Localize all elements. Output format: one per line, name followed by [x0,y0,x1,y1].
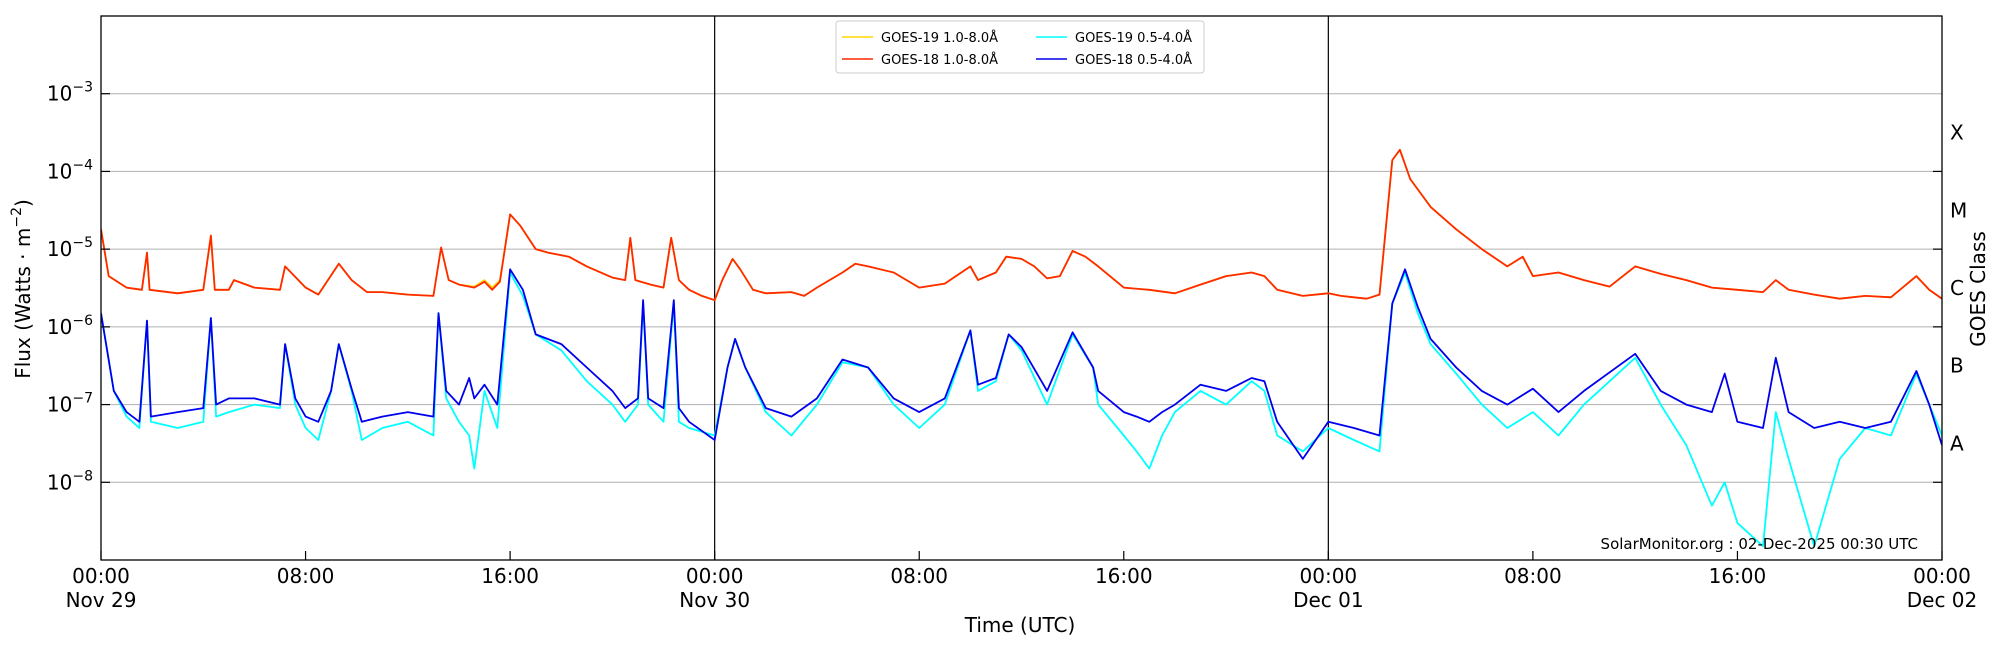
series-line-3 [101,271,1942,548]
y-tick-label: 10−7 [47,391,93,417]
legend-label: GOES-19 1.0-8.0Å [881,30,998,46]
legend-label: GOES-18 0.5-4.0Å [1075,52,1192,68]
x-tick-label: 08:00 [277,564,335,588]
legend: GOES-19 1.0-8.0Å GOES-19 0.5-4.0Å GOES-18 … [835,20,1205,74]
x-tick-label: 00:00 [1913,564,1971,588]
legend-label: GOES-19 0.5-4.0Å [1075,30,1192,46]
series-line-4 [101,268,1942,460]
x-tick-date-label: Dec 02 [1907,588,1978,612]
series-line-1 [101,148,1942,302]
goes-class-label: X [1950,121,1964,145]
y2-axis-title: GOES Class [1966,231,1990,347]
x-tick-date-label: Nov 29 [66,588,137,612]
x-tick-date-label: Nov 30 [679,588,750,612]
x-tick-label: 00:00 [72,564,130,588]
x-tick-label: 16:00 [481,564,539,588]
y-tick-label: 10−8 [47,468,93,494]
y-tick-label: 10−6 [47,313,93,339]
y-axis-title: Flux (Watts · m−2) [9,199,35,379]
legend-box [835,20,1205,74]
x-tick-label: 16:00 [1709,564,1767,588]
y-tick-label: 10−5 [47,235,93,261]
goes-class-label: A [1950,431,1964,455]
credit-label: SolarMonitor.org : 02-Dec-2025 00:30 UTC [1601,535,1918,553]
x-tick-label: 08:00 [890,564,948,588]
goes-class-label: B [1950,354,1964,378]
y-tick-label: 10−4 [47,157,93,183]
plot-area [101,16,1942,560]
y-tick-label: 10−3 [47,80,93,106]
goes-class-label: M [1950,198,1967,222]
goes-class-label: C [1950,276,1964,300]
x-tick-label: 08:00 [1504,564,1562,588]
series-line-2 [101,148,1942,302]
x-tick-label: 00:00 [1300,564,1358,588]
x-tick-date-label: Dec 01 [1293,588,1364,612]
series-group [101,148,1942,548]
plot-frame [100,15,1943,561]
legend-label: GOES-18 1.0-8.0Å [881,52,998,68]
x-axis-title: Time (UTC) [964,613,1076,637]
x-tick-label: 00:00 [686,564,744,588]
x-tick-label: 16:00 [1095,564,1153,588]
